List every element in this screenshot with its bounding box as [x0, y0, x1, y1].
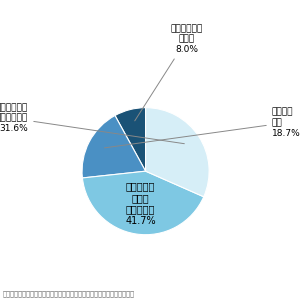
- Text: よく体験
する
18.7%: よく体験 する 18.7%: [104, 108, 300, 148]
- Text: あなたはテーマパークに行ったときにホラーアトラクションを体験します: あなたはテーマパークに行ったときにホラーアトラクションを体験します: [3, 290, 135, 297]
- Text: 自分からは
あまり
体験しない
41.7%: 自分からは あまり 体験しない 41.7%: [125, 182, 156, 226]
- Wedge shape: [82, 171, 204, 235]
- Text: 自分からは絶
対体験しない
31.6%: 自分からは絶 対体験しない 31.6%: [0, 103, 184, 144]
- Text: あれば必ず体
験する
8.0%: あれば必ず体 験する 8.0%: [135, 24, 203, 121]
- Wedge shape: [82, 116, 146, 178]
- Wedge shape: [146, 108, 209, 197]
- Wedge shape: [115, 108, 146, 171]
